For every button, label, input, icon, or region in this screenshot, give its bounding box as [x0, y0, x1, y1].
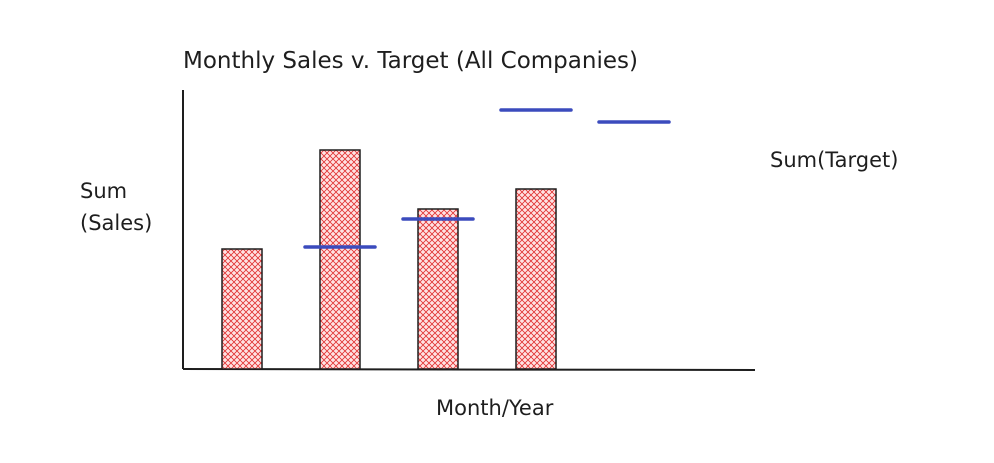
bar — [221, 248, 263, 370]
x-axis — [182, 368, 756, 371]
bar — [319, 149, 361, 370]
x-axis-label: Month/Year — [436, 396, 554, 420]
chart-title: Monthly Sales v. Target (All Companies) — [183, 48, 638, 74]
y-axis-label: Sum (Sales) — [80, 179, 153, 235]
legend-entry: Sum(Target) — [770, 148, 899, 172]
bar — [417, 208, 459, 370]
bar — [515, 188, 557, 370]
